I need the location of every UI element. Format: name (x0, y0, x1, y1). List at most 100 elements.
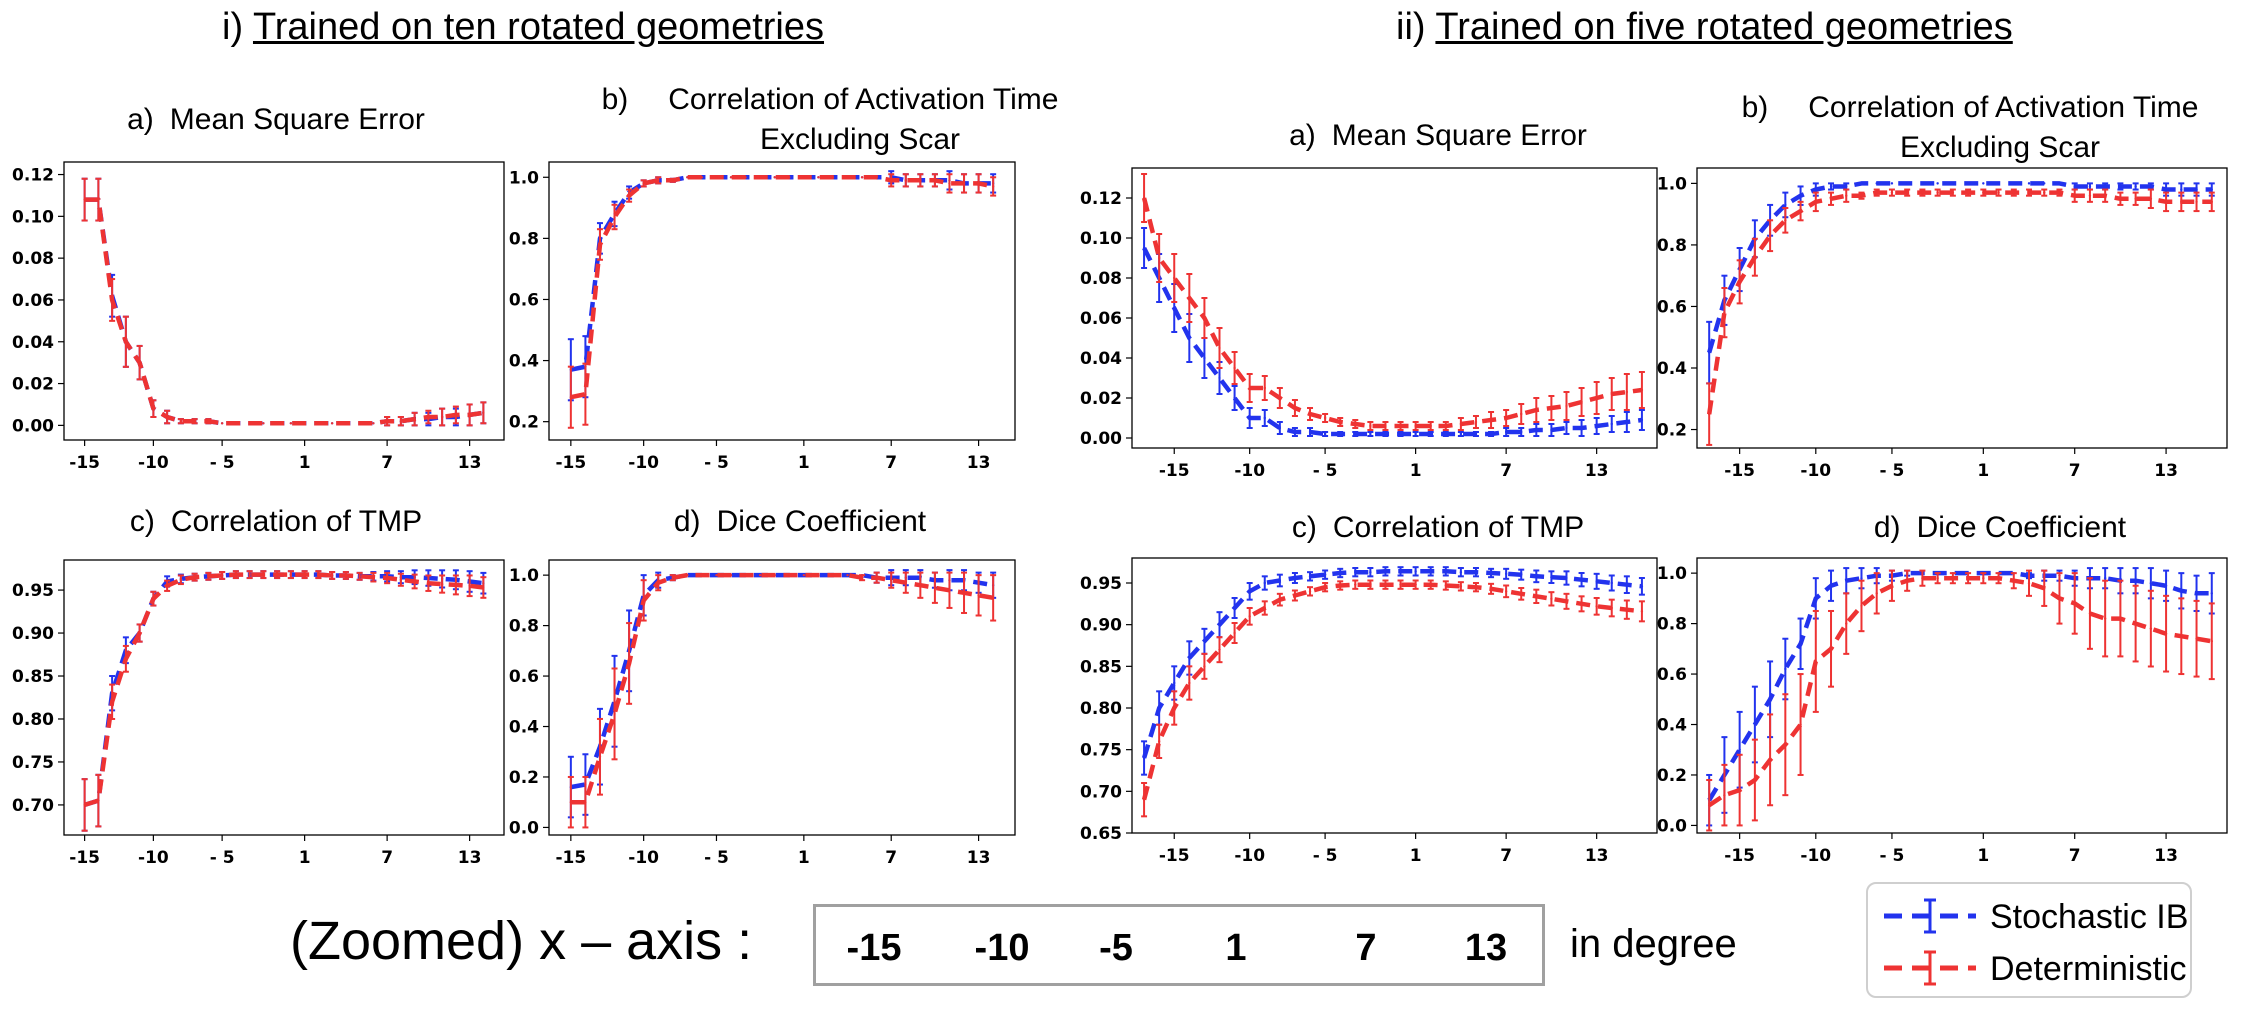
data-point (468, 413, 471, 417)
data-point (788, 176, 791, 179)
series-stochastic-ib (1706, 567, 2215, 827)
data-point (1951, 191, 1955, 194)
section-title-ii: ii) Trained on five rotated geometries (1396, 6, 2013, 49)
zoom-tick: -5 (1099, 927, 1133, 969)
y-tick-label: 1.0 (1657, 564, 1687, 584)
data-point (2195, 188, 2198, 191)
series-stochastic-ib (81, 569, 487, 832)
y-tick-label: 0.2 (509, 413, 539, 433)
data-point (1218, 623, 1221, 626)
data-point (1768, 698, 1772, 701)
chart-panel-0: 0.00 0.02 0.04 0.06 0.08 0.10 0.12 -15 -10 - 5 1 7 1… (12, 161, 505, 473)
data-point (1535, 595, 1538, 598)
series-stochastic-ib (567, 569, 997, 819)
data-point (1625, 390, 1629, 394)
data-point (358, 422, 361, 425)
data-point (613, 215, 616, 219)
series-line (570, 175, 994, 400)
x-tick-label: 7 (2069, 461, 2081, 481)
data-point (1580, 400, 1583, 404)
zoom-tick: -15 (846, 927, 902, 969)
data-point (1308, 575, 1312, 578)
data-point (1640, 585, 1644, 588)
data-point (2043, 587, 2046, 590)
data-point (1278, 426, 1282, 430)
data-point (700, 176, 704, 179)
panel-title-line2: Excluding Scar (1899, 131, 2101, 164)
data-point (1829, 584, 1833, 587)
data-point (1860, 604, 1863, 608)
data-point (385, 576, 389, 580)
panel-title-line1: Mean Square Error (1331, 119, 1587, 152)
data-point (1188, 681, 1191, 685)
data-point (1263, 606, 1266, 610)
y-tick-label: 0.02 (1080, 389, 1122, 409)
data-point (1308, 430, 1312, 434)
legend-label: Stochastic IB (1990, 898, 2189, 936)
data-point (1640, 388, 1644, 392)
data-point (1323, 573, 1327, 576)
data-point (700, 573, 704, 577)
data-point (1799, 723, 1802, 726)
data-point (1504, 430, 1508, 434)
data-point (482, 586, 485, 589)
data-point (1707, 351, 1711, 354)
panel-title-ii-c: c) Correlation of TMP (1228, 508, 1648, 548)
data-point (358, 575, 361, 578)
data-point (1845, 185, 1848, 188)
plot-frame (548, 559, 1016, 836)
data-point (152, 597, 155, 600)
plot-frame (548, 161, 1016, 441)
data-point (1707, 412, 1711, 416)
data-point (860, 576, 864, 579)
data-point (1875, 182, 1878, 185)
data-point (1263, 386, 1266, 390)
data-point (2103, 194, 2107, 197)
data-point (1520, 592, 1523, 596)
chart-panel-6: 0.65 0.70 0.75 0.80 0.85 0.90 0.95 -15 -10 - 5 1 7 1… (1080, 557, 1658, 866)
data-point (1738, 280, 1741, 284)
data-point (1768, 234, 1772, 237)
x-tick-label: -15 (69, 453, 100, 473)
x-tick-label: -15 (555, 453, 586, 473)
data-point (1595, 396, 1598, 400)
data-point (1459, 585, 1463, 588)
data-point (1738, 748, 1741, 751)
series-deterministic (567, 571, 997, 829)
data-point (1875, 592, 1878, 595)
data-point (1814, 660, 1817, 663)
data-point (330, 574, 334, 577)
data-point (1565, 576, 1568, 580)
zoom-tick: 13 (1464, 927, 1508, 969)
data-point (1860, 576, 1863, 580)
data-point (110, 298, 114, 302)
panel-title-ii-d: d) Dice Coefficient (1810, 508, 2190, 548)
data-point (962, 182, 966, 185)
chart-panel-2: 0.70 0.75 0.80 0.85 0.90 0.95 -15 -10 - 5 1 7 13 (12, 559, 505, 868)
data-point (1595, 580, 1598, 583)
data-point (1444, 432, 1447, 436)
data-point (1707, 804, 1711, 807)
panel-title-i-c: c) Correlation of TMP (76, 502, 476, 542)
data-point (1384, 583, 1387, 586)
series-line (570, 572, 994, 805)
data-point (248, 422, 251, 425)
data-point (179, 419, 183, 423)
data-point (1625, 608, 1629, 611)
data-point (2088, 194, 2092, 197)
data-point (962, 591, 966, 594)
data-point (890, 179, 893, 182)
data-point (1414, 424, 1417, 428)
data-point (1860, 182, 1863, 185)
data-point (1203, 316, 1206, 320)
data-point (330, 422, 334, 425)
data-point (1997, 191, 2000, 194)
data-point (1338, 584, 1342, 587)
data-point (773, 573, 776, 577)
data-point (1278, 579, 1282, 582)
data-point (427, 582, 430, 585)
data-point (2103, 185, 2107, 188)
x-tick-label: 1 (299, 848, 311, 868)
data-point (2210, 640, 2213, 643)
series-deterministic (81, 570, 487, 832)
